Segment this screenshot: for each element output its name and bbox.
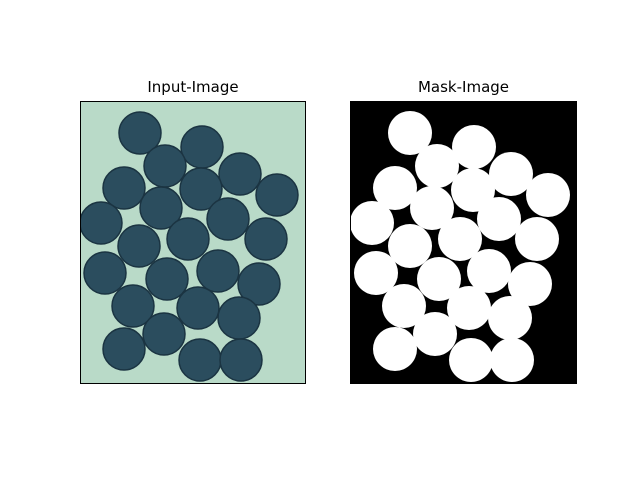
mask-blob <box>373 327 417 371</box>
coin <box>143 144 187 188</box>
mask-blob <box>467 249 511 293</box>
mask-blob <box>489 152 533 196</box>
mask-blob <box>490 338 534 382</box>
mask-blob <box>373 166 417 210</box>
mask-blob <box>452 125 496 169</box>
mask-blob <box>526 173 570 217</box>
coin <box>219 338 263 382</box>
coin <box>217 296 261 340</box>
mask-blob <box>508 262 552 306</box>
coin <box>139 186 183 230</box>
mask-blob <box>515 217 559 261</box>
coin <box>102 166 146 210</box>
mask-blob <box>354 251 398 295</box>
coin <box>206 197 250 241</box>
coin <box>178 338 222 382</box>
coin <box>118 111 162 155</box>
coin <box>145 257 189 301</box>
mask-blob <box>410 186 454 230</box>
coin <box>102 327 146 371</box>
mask-blob <box>488 296 532 340</box>
coin <box>244 217 288 261</box>
coin <box>83 251 127 295</box>
mask-image-title: Mask-Image <box>417 78 510 96</box>
coin <box>179 167 223 211</box>
coin <box>237 262 281 306</box>
mask-blob <box>477 197 521 241</box>
mask-image <box>351 111 570 382</box>
coin <box>218 152 262 196</box>
mask-blob <box>413 312 457 356</box>
mask-blob <box>415 144 459 188</box>
input-image-title: Input-Image <box>147 78 239 96</box>
coin <box>166 217 210 261</box>
mask-blob <box>417 257 461 301</box>
mask-blob <box>388 224 432 268</box>
input-image-axes <box>80 101 306 384</box>
coin <box>196 249 240 293</box>
mask-blob <box>351 201 394 245</box>
mask-blob <box>438 217 482 261</box>
coin <box>81 201 123 245</box>
coin <box>176 286 220 330</box>
coin <box>111 284 155 328</box>
mask-blob <box>447 286 491 330</box>
coin <box>180 125 224 169</box>
mask-blob <box>382 284 426 328</box>
mask-blob <box>451 168 495 212</box>
input-image <box>81 111 299 382</box>
coin <box>117 224 161 268</box>
coin <box>255 173 299 217</box>
coin <box>142 312 186 356</box>
mask-blob <box>449 338 493 382</box>
mask-blob <box>388 111 432 155</box>
mask-image-axes <box>350 101 577 384</box>
